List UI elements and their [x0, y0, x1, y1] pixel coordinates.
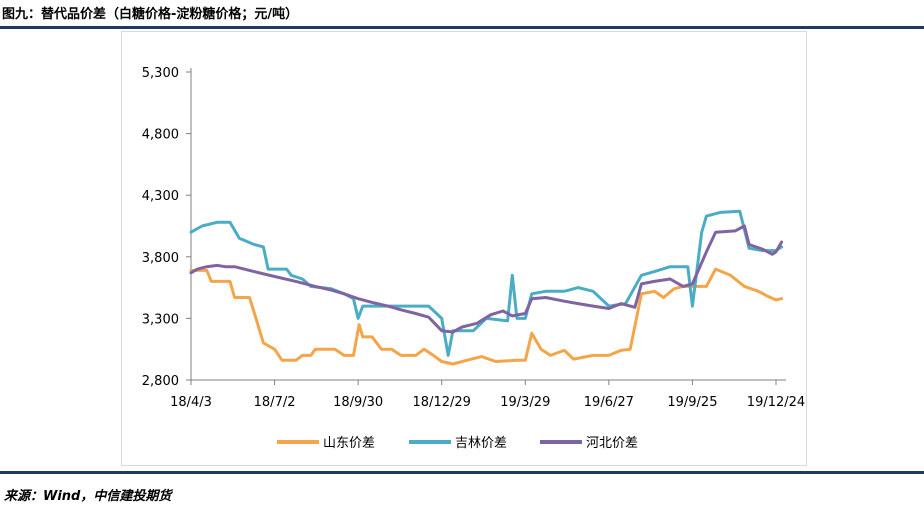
series-lines — [189, 209, 784, 366]
bottom-rule — [0, 471, 924, 474]
x-tick-label: 19/12/24 — [747, 395, 805, 410]
y-tick-label: 3,800 — [142, 251, 179, 266]
legend: 山东价差 吉林价差 河北价差 — [277, 436, 638, 451]
source-note: 来源：Wind，中信建投期货 — [4, 489, 172, 504]
x-tick-label: 19/3/29 — [500, 395, 550, 410]
y-tick-label: 4,800 — [142, 128, 179, 143]
legend-label: 山东价差 — [323, 436, 375, 451]
y-axis: 2,800 3,300 3,800 4,300 4,800 5,300 — [142, 66, 192, 389]
legend-item-2: 吉林价差 — [409, 436, 507, 451]
legend-label: 吉林价差 — [455, 436, 507, 451]
x-tick-label: 19/9/25 — [667, 395, 717, 410]
y-tick-label: 4,300 — [142, 189, 179, 204]
legend-item-3: 河北价差 — [540, 436, 638, 451]
x-tick-label: 18/4/3 — [170, 395, 212, 410]
series-line-3 — [189, 224, 784, 334]
y-tick-label: 5,300 — [142, 66, 179, 81]
legend-item-1: 山东价差 — [277, 436, 375, 451]
y-tick-label: 2,800 — [142, 374, 179, 389]
x-tick-label: 19/6/27 — [584, 395, 634, 410]
y-tick-label: 3,300 — [142, 312, 179, 327]
x-tick-label: 18/9/30 — [333, 395, 383, 410]
chart-frame — [121, 31, 807, 466]
x-tick-label: 18/12/29 — [413, 395, 471, 410]
top-rule — [0, 26, 924, 29]
x-axis: 18/4/3 18/7/2 18/9/30 18/12/29 19/3/29 19/6/2… — [170, 379, 805, 410]
legend-label: 河北价差 — [586, 436, 638, 451]
x-tick-label: 18/7/2 — [254, 395, 296, 410]
chart-title: 图九：替代品价差（白糖价格-淀粉糖价格；元/吨） — [2, 7, 299, 22]
